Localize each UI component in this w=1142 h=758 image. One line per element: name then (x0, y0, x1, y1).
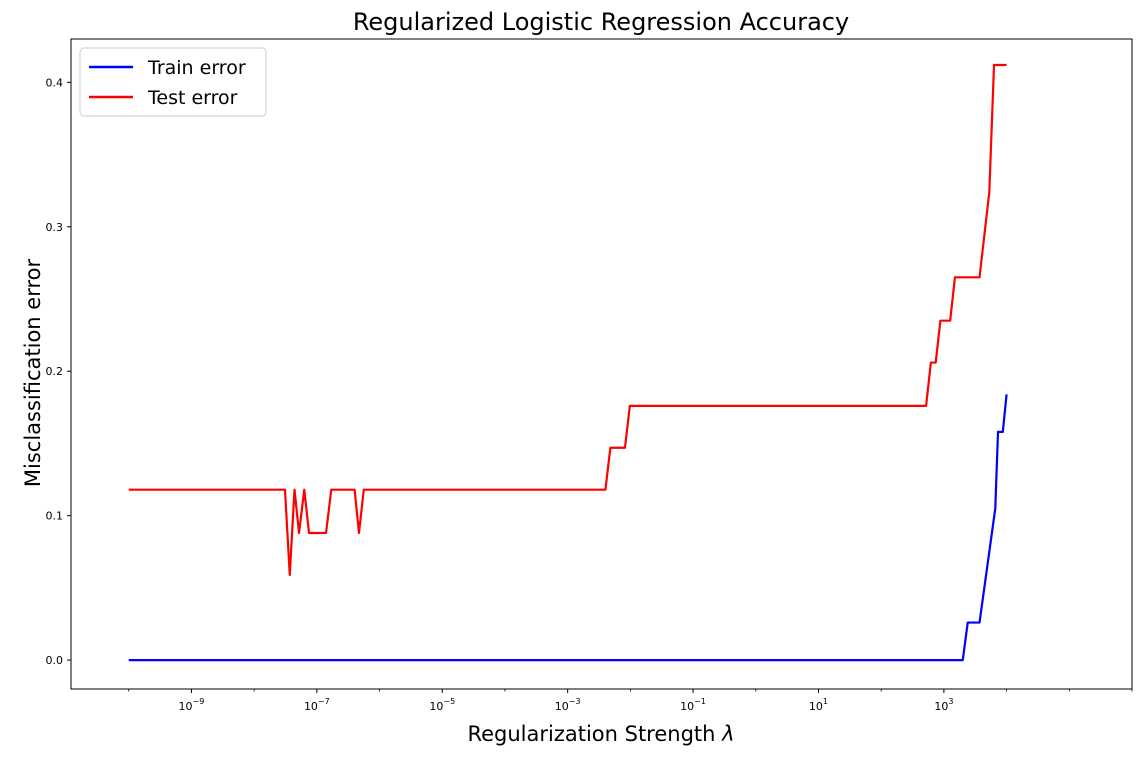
x-tick-base: 10 (934, 700, 948, 713)
y-tick-label: 0.0 (46, 654, 64, 667)
x-tick-base: 10 (429, 700, 443, 713)
x-tick-label: 10−1 (680, 697, 706, 713)
x-tick-label: 103 (934, 697, 953, 713)
x-axis-label: Regularization Strength λ (467, 722, 734, 746)
y-tick-label: 0.3 (46, 221, 64, 234)
x-tick-exponent: −7 (318, 697, 330, 706)
y-tick-label: 0.4 (46, 76, 64, 89)
x-axis-label-text: Regularization Strength (467, 722, 722, 746)
x-axis-label-symbol: λ (721, 722, 734, 746)
x-tick-exponent: −5 (443, 697, 455, 706)
x-tick-label: 10−3 (555, 697, 581, 713)
x-tick-base: 10 (809, 700, 823, 713)
x-tick-base: 10 (304, 700, 318, 713)
plot-frame (70, 38, 1133, 690)
plot-area: 0.00.10.20.30.410−9 10−7 10−5 10−3 10−1 101 10… (46, 38, 1133, 713)
legend-label: Test error (147, 87, 238, 109)
x-tick-base: 10 (680, 700, 694, 713)
x-tick-label: 10−5 (429, 697, 455, 713)
x-tick-label: 10−7 (304, 697, 330, 713)
x-tick-exponent: −3 (569, 697, 581, 706)
x-tick-exponent: 1 (823, 697, 828, 706)
x-tick-label: 10−9 (179, 697, 205, 713)
x-tick-exponent: 3 (948, 697, 953, 706)
y-tick-label: 0.1 (46, 510, 64, 523)
series-line-1 (128, 394, 1008, 662)
legend-box (79, 47, 267, 117)
y-tick-label: 0.2 (46, 365, 64, 378)
x-tick-label: 101 (809, 697, 828, 713)
chart-title: Regularized Logistic Regression Accuracy (353, 8, 849, 36)
y-axis-label: Misclassification error (21, 259, 45, 488)
x-tick-exponent: −1 (694, 697, 706, 706)
x-tick-base: 10 (179, 700, 193, 713)
x-tick-base: 10 (555, 700, 569, 713)
legend-label: Train error (147, 57, 246, 79)
series-line-2 (128, 63, 1007, 576)
legend: Train error Test error (79, 47, 267, 117)
x-tick-exponent: −9 (193, 697, 205, 706)
